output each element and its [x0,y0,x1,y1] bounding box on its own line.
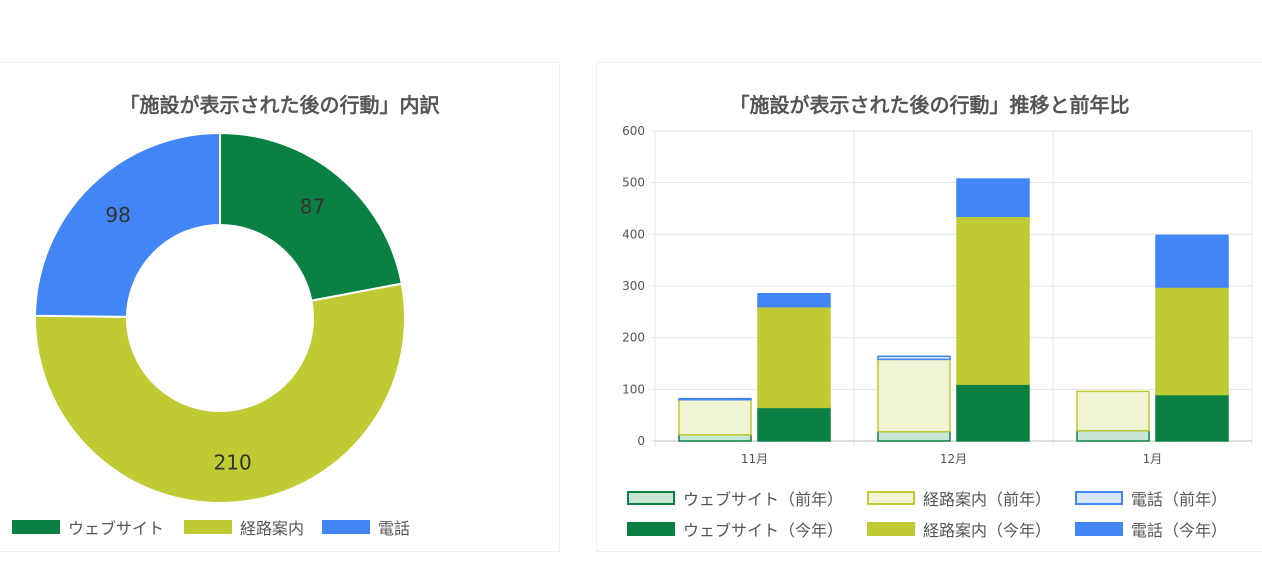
stacked-bar-chart: 0 100 200 300 400 500 600 11月 12月 1月 [622,124,1253,466]
bar-chart-title: 「施設が表示された後の行動」推移と前年比 [729,93,1130,117]
x-tick-label: 11月 [741,452,768,466]
x-tick-label: 1月 [1143,452,1163,466]
y-tick-label: 300 [622,279,645,293]
donut-slice-1[interactable] [34,282,406,504]
donut-legend-item[interactable]: ウェブサイト [12,515,164,539]
legend-label: 経路案内（前年） [923,490,1052,509]
bar-legend-item[interactable]: 経路案内（今年） [867,517,1051,541]
donut-chart: 87 210 98 [34,131,406,504]
donut-chart-panel: 「施設が表示された後の行動」内訳 87 210 98 ウェブサイト 経路案内 電話 [0,62,560,552]
bar-legend: ウェブサイト（前年） 経路案内（前年） 電話（前年） ウェブサイト（今年） 経路案内（今… [597,63,1262,553]
x-tick-label: 12月 [940,452,967,466]
bar-legend-item[interactable]: ウェブサイト（前年） [627,486,843,510]
y-tick-label: 400 [622,227,645,241]
bar-legend-item[interactable]: 経路案内（前年） [867,486,1051,510]
donut-slice-value-label: 210 [214,450,252,474]
bar-legend-item[interactable]: 電話（今年） [1075,517,1227,541]
bar-segment[interactable] [956,215,1030,385]
donut-legend: ウェブサイト 経路案内 電話 [0,63,560,553]
donut-slice-value-label: 98 [105,203,130,227]
bar-segment[interactable] [877,355,951,361]
donut-slice-value-label: 87 [300,194,325,218]
legend-label: 経路案内 [240,519,305,538]
donut-chart-title: 「施設が表示された後の行動」内訳 [119,93,440,117]
legend-swatch [867,491,915,505]
legend-label: 電話（前年） [1131,490,1228,509]
donut-legend-item[interactable]: 電話 [322,515,410,539]
legend-label: 電話 [378,519,411,538]
bar-segment[interactable] [1155,286,1229,396]
legend-swatch [12,520,60,534]
y-tick-label: 200 [622,331,645,345]
bar-segment[interactable] [1155,234,1229,288]
bar-segment[interactable] [956,383,1030,442]
bar-segment[interactable] [1155,393,1229,442]
bar-segment[interactable] [678,398,752,436]
legend-label: ウェブサイト [68,519,165,538]
legend-swatch [322,520,370,534]
bar-legend-item[interactable]: 電話（前年） [1075,486,1227,510]
donut-legend-item[interactable]: 経路案内 [184,515,304,539]
legend-swatch [1075,491,1123,505]
bar-segment[interactable] [1076,390,1150,432]
y-tick-label: 0 [637,434,645,448]
legend-swatch [867,522,915,536]
legend-swatch [627,491,675,505]
legend-swatch [627,522,675,536]
y-tick-label: 100 [622,382,645,396]
bar-segment[interactable] [678,397,752,401]
bar-segment[interactable] [757,305,831,409]
bar-chart-panel: 「施設が表示された後の行動」推移と前年比 0 100 200 300 400 500 600… [596,62,1262,552]
legend-swatch [184,520,232,534]
y-tick-label: 500 [622,176,645,190]
legend-swatch [1075,522,1123,536]
legend-label: 経路案内（今年） [923,521,1052,540]
donut-slice-0[interactable] [219,131,403,302]
legend-label: ウェブサイト（今年） [683,521,844,540]
legend-label: ウェブサイト（前年） [683,490,844,509]
bar-segment[interactable] [956,178,1030,218]
bar-segment[interactable] [757,406,831,442]
bar-segment[interactable] [757,293,831,308]
legend-label: 電話（今年） [1131,521,1228,540]
bar-legend-item[interactable]: ウェブサイト（今年） [627,517,843,541]
y-tick-label: 600 [622,124,645,138]
donut-slice-2[interactable] [34,131,221,318]
